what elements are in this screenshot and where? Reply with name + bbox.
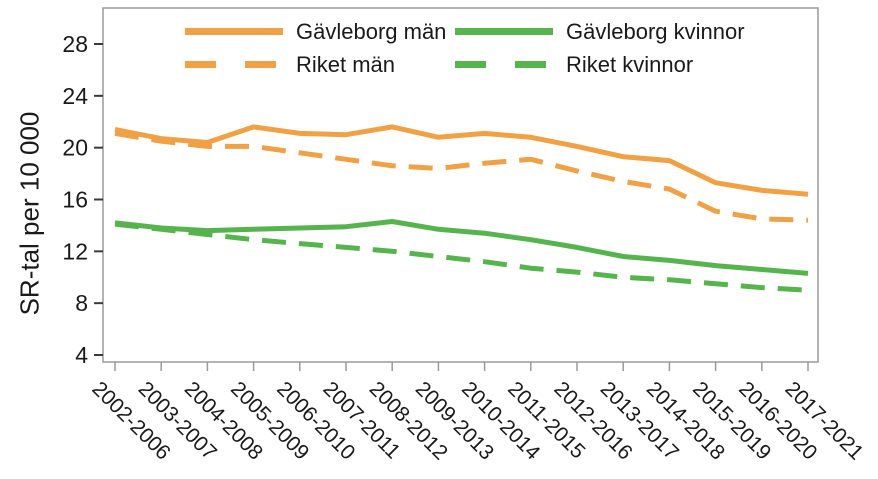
y-tick-label: 20 (62, 135, 88, 161)
legend-label: Gävleborg kvinnor (566, 18, 745, 44)
legend-item-gavleborg-kvinnor: Gävleborg kvinnor (455, 15, 745, 48)
legend-label: Riket kvinnor (566, 51, 694, 77)
series-line-g-vleborg-m-n (114, 124, 809, 197)
series-line-g-vleborg-kvinnor (114, 219, 809, 276)
legend-item-riket-man: Riket män (185, 48, 455, 81)
legend-swatch-solid-green-icon (455, 28, 553, 35)
y-tick-label: 8 (75, 290, 88, 316)
y-axis-title: SR-tal per 10 000 (14, 111, 45, 316)
series-line-riket-kvinnor (114, 221, 809, 293)
legend-item-riket-kvinnor: Riket kvinnor (455, 48, 745, 81)
legend-item-gavleborg-man: Gävleborg män (185, 15, 455, 48)
chart-legend: Gävleborg män Gävleborg kvinnor Riket mä… (185, 15, 745, 81)
legend-label: Riket män (296, 51, 396, 77)
y-tick-label: 24 (62, 83, 88, 109)
legend-swatch-dashed-green-icon (455, 61, 553, 68)
legend-swatch-dashed-orange-icon (185, 61, 283, 68)
y-tick-label: 16 (62, 187, 88, 213)
legend-swatch-solid-orange-icon (185, 28, 283, 35)
y-tick-label: 12 (62, 238, 88, 264)
series-line-riket-m-n (114, 130, 809, 223)
legend-label: Gävleborg män (296, 18, 447, 44)
y-tick-label: 28 (62, 31, 88, 57)
plot-frame (102, 7, 819, 363)
y-tick-label: 4 (75, 342, 88, 368)
